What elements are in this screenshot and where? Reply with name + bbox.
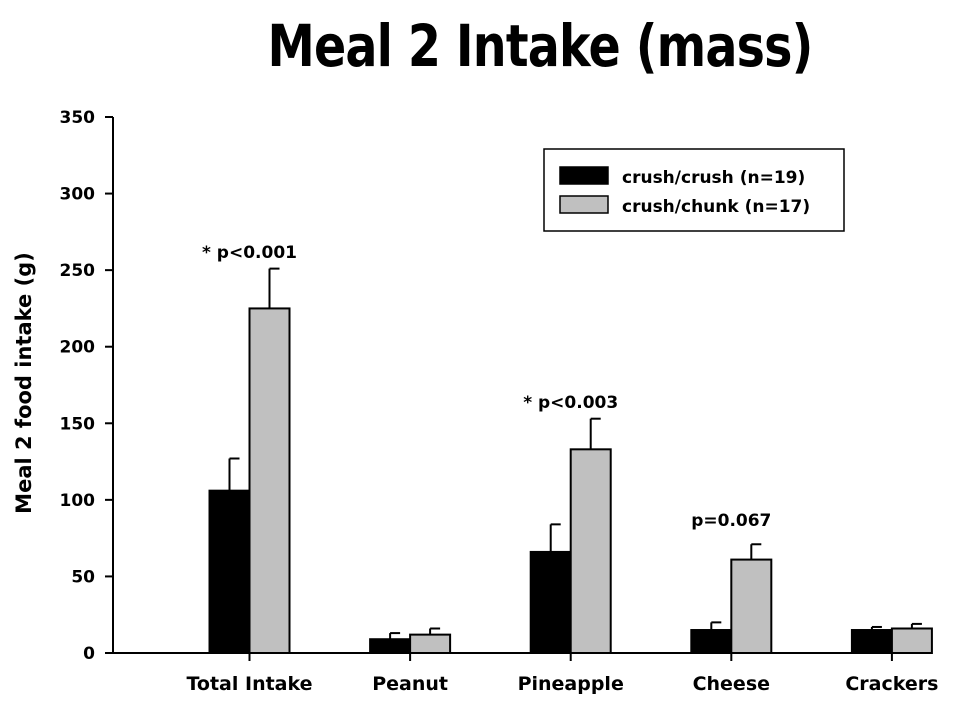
bar-crush-crush [690,629,733,654]
y-tick-label: 300 [60,185,96,205]
legend-label-1: crush/chunk (n=17) [622,197,810,217]
significance-annotation: p=0.067 [691,511,771,531]
significance-annotation: * p<0.003 [523,393,618,413]
x-ticks: Total Intake Peanut Pineapple Cheese Cracker… [186,653,938,695]
significance-annotation: * p<0.001 [202,243,297,263]
x-tick-label: Peanut [372,673,448,695]
legend-swatch-1 [559,195,609,214]
x-tick-label: Cheese [693,673,770,695]
bar-crush-chunk [248,307,291,654]
y-tick-label: 350 [60,108,96,128]
bar-crush-chunk [569,448,612,654]
y-tick-label: 200 [60,338,96,358]
y-tick-label: 100 [60,491,96,511]
bars [208,267,933,655]
y-axis-label: Meal 2 food intake (g) [12,252,36,514]
y-ticks: 0 50 100 150 200 250 300 350 [60,108,113,664]
bar-crush-chunk [409,633,452,655]
y-tick-label: 50 [71,567,95,587]
x-tick-label: Pineapple [518,673,624,695]
bar-crush-crush [369,638,412,655]
bar-crush-chunk [890,627,933,654]
y-tick-label: 250 [60,261,96,281]
bar-crush-crush [850,629,893,654]
y-tick-label: 0 [83,644,95,664]
y-tick-label: 150 [60,414,96,434]
x-tick-label: Total Intake [186,673,312,695]
bar-crush-crush [529,550,572,655]
legend-swatch-0 [559,166,609,185]
legend-box [543,148,845,232]
chart-title: Meal 2 Intake (mass) [267,12,813,80]
x-tick-label: Crackers [845,673,938,695]
legend-label-0: crush/crush (n=19) [622,168,805,188]
bar-crush-crush [208,489,251,654]
annotations: * p<0.001 * p<0.003 p=0.067 [202,243,771,531]
bar-crush-chunk [730,558,773,655]
legend: crush/crush (n=19) crush/chunk (n=17) [543,148,845,232]
